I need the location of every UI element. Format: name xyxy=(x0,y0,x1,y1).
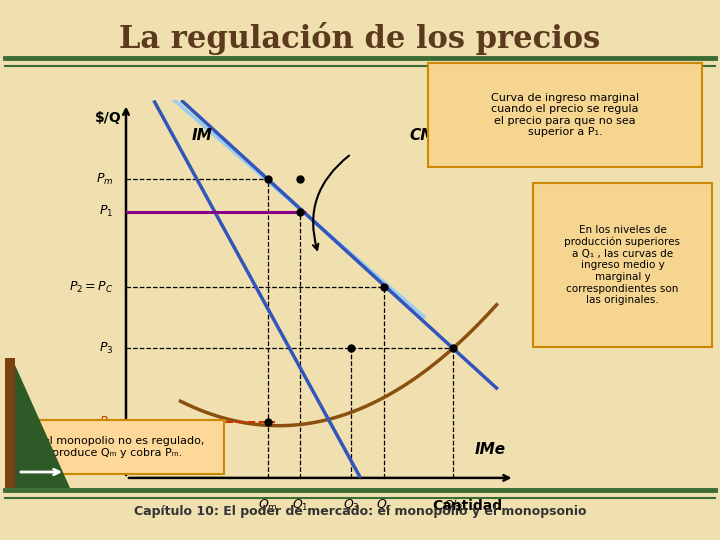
Text: $Q_3$: $Q_3$ xyxy=(343,498,359,513)
Text: Si el monopolio no es regulado,
produce Qₘ y cobra Pₘ.: Si el monopolio no es regulado, produce … xyxy=(30,436,204,458)
Text: $Q_1$: $Q_1$ xyxy=(292,498,309,513)
Text: IM: IM xyxy=(192,128,212,143)
FancyBboxPatch shape xyxy=(10,420,224,474)
Text: Curva de ingreso marginal
cuando el precio se regula
el precio para que no sea
s: Curva de ingreso marginal cuando el prec… xyxy=(491,92,639,137)
FancyBboxPatch shape xyxy=(428,63,702,167)
Text: $P_1$: $P_1$ xyxy=(99,204,113,219)
Text: $P_2 = P_C$: $P_2 = P_C$ xyxy=(69,280,113,295)
Text: En los niveles de
producción superiores
a Q₁ , las curvas de
ingreso medio y
mar: En los niveles de producción superiores … xyxy=(564,225,680,305)
Text: Cantidad: Cantidad xyxy=(433,500,503,514)
Text: IMe: IMe xyxy=(474,442,506,457)
Bar xyxy=(5,358,15,488)
Text: $Q_c$: $Q_c$ xyxy=(376,498,392,513)
Text: $P_4$: $P_4$ xyxy=(99,415,113,430)
Polygon shape xyxy=(15,365,70,488)
Text: $Q_m$: $Q_m$ xyxy=(258,498,278,513)
Text: Capítulo 10: El poder de mercado: el monopolio y el monopsonio: Capítulo 10: El poder de mercado: el mon… xyxy=(134,505,586,518)
Text: CM: CM xyxy=(410,128,436,143)
Text: $P_m$: $P_m$ xyxy=(96,172,113,187)
FancyBboxPatch shape xyxy=(533,183,712,347)
Text: $/Q: $/Q xyxy=(94,111,121,125)
Text: La regulación de los precios: La regulación de los precios xyxy=(120,22,600,55)
Text: $P_3$: $P_3$ xyxy=(99,341,113,356)
Text: $Q'_3$: $Q'_3$ xyxy=(443,498,463,514)
